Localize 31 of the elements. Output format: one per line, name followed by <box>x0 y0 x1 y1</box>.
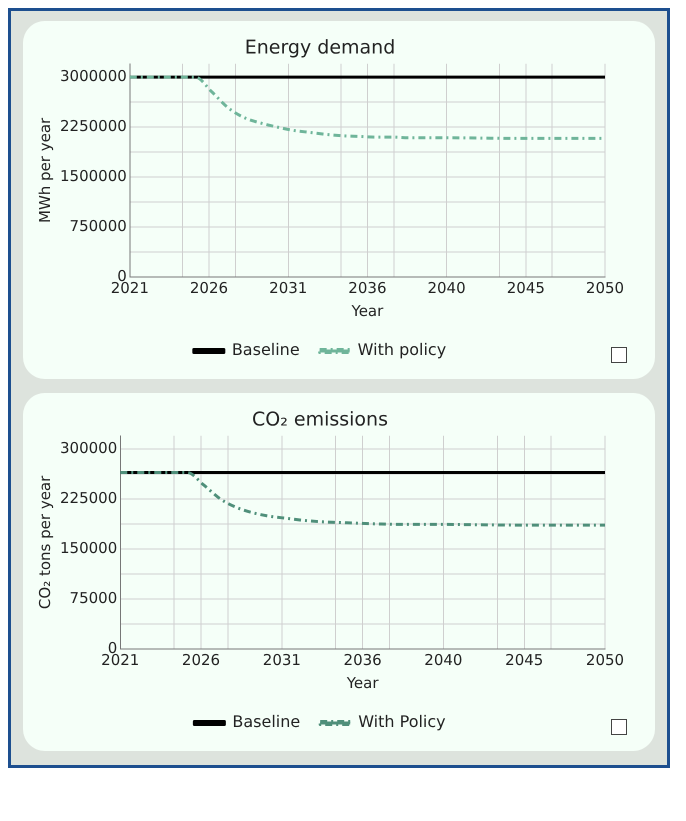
y-tick-label: 300000 <box>60 439 118 458</box>
x-tick-label: 2040 <box>424 650 462 669</box>
y-tick-label: 3000000 <box>60 67 127 86</box>
x-tick-label: 2036 <box>348 278 386 297</box>
x-axis-title: Year <box>350 302 384 320</box>
legend-label: With policy <box>358 340 446 360</box>
x-tick-label: 2031 <box>269 278 308 297</box>
y-tick-label: 75000 <box>70 588 118 607</box>
x-tick-label: 2031 <box>262 650 301 669</box>
x-tick-label: 2045 <box>506 278 545 297</box>
y-tick-label: 150000 <box>60 538 118 557</box>
x-tick-label: 2050 <box>586 278 624 297</box>
y-axis-title: CO₂ tons per year <box>36 474 54 610</box>
x-tick-label: 2045 <box>505 650 544 669</box>
y-tick-label: 1500000 <box>60 166 127 185</box>
chart-title: CO₂ emissions <box>252 408 388 430</box>
x-tick-label: 2026 <box>190 278 228 297</box>
y-tick-label: 2250000 <box>60 116 127 135</box>
x-tick-label: 2050 <box>586 650 624 669</box>
x-tick-label: 2026 <box>182 650 220 669</box>
y-tick-label: 750000 <box>70 216 127 235</box>
x-tick-label: 2036 <box>344 650 382 669</box>
chart-title: Energy demand <box>244 36 396 58</box>
legend-label: Baseline <box>232 340 300 360</box>
y-tick-label: 225000 <box>60 488 118 507</box>
legend-label: With Policy <box>358 712 446 732</box>
x-tick-label: 2040 <box>427 278 466 297</box>
y-axis-title: MWh per year <box>36 116 54 223</box>
x-axis-title: Year <box>346 674 380 692</box>
legend-label: Baseline <box>232 712 300 732</box>
line-series <box>120 470 605 527</box>
